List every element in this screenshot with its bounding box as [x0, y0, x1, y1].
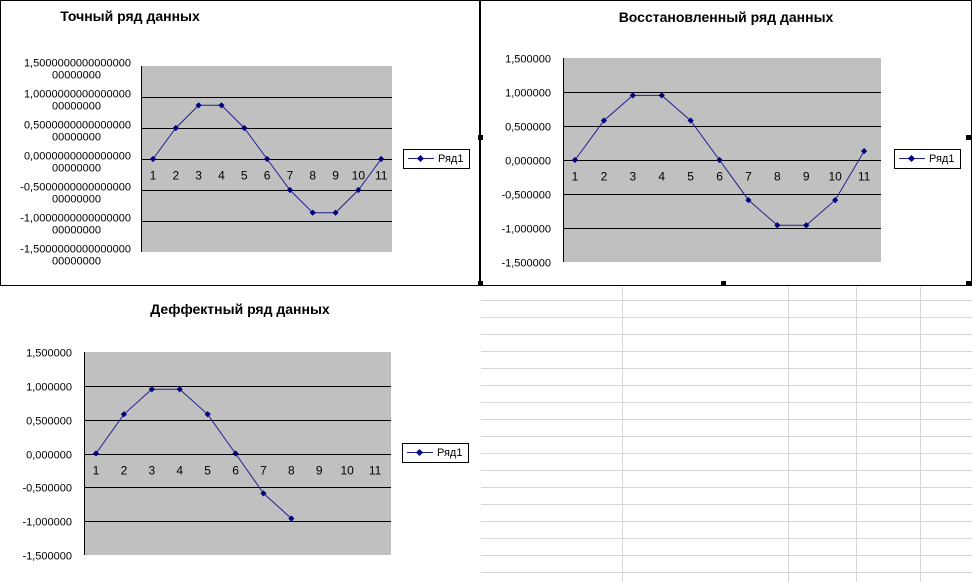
chart-defective-legend: Ряд1	[402, 443, 470, 463]
chart-exact-title: Точный ряд данных	[60, 8, 200, 24]
x-tick-label: 7	[287, 169, 294, 183]
x-tick-label: 8	[288, 464, 295, 478]
y-tick-label: -0,5000000000000000 00000000	[20, 182, 131, 206]
data-point	[288, 515, 295, 522]
chart-exact-legend: Ряд1	[403, 149, 471, 169]
y-tick-label: 1,5000000000000000 00000000	[24, 58, 131, 82]
x-tick-label: 8	[774, 170, 781, 184]
x-tick-label: 7	[745, 170, 752, 184]
x-tick-label: 9	[316, 464, 323, 478]
x-tick-label: 5	[204, 464, 211, 478]
data-point	[195, 102, 202, 109]
x-tick-label: 9	[803, 170, 810, 184]
x-tick-label: 11	[858, 170, 871, 184]
y-tick-label: 0,0000000000000000 00000000	[24, 151, 131, 175]
x-tick-label: 10	[341, 464, 355, 478]
data-point	[218, 102, 225, 109]
chart-exact-svg: 1,5000000000000000 00000000 1,000000000000…	[20, 58, 392, 268]
x-tick-label: 1	[93, 464, 100, 478]
data-point	[92, 450, 100, 457]
selection-handle[interactable]	[721, 281, 726, 286]
x-tick-label: 3	[195, 169, 202, 183]
legend-marker-icon	[899, 154, 925, 164]
selection-handle[interactable]	[478, 281, 483, 286]
x-tick-label: 6	[232, 464, 239, 478]
x-tick-label: 3	[148, 464, 155, 478]
y-tick-label: 1,500000	[505, 54, 551, 66]
y-tick-label: -1,500000	[501, 258, 551, 270]
y-tick-label: -1,0000000000000000 00000000	[20, 213, 131, 237]
y-tick-label: 0,500000	[26, 416, 72, 428]
y-tick-label: 1,500000	[26, 348, 72, 360]
data-point	[172, 124, 179, 132]
x-tick-label: 6	[264, 169, 271, 183]
chart-defective-series[interactable]: 1,500000 1,000000 0,500000 0,000000 -0,50000…	[0, 287, 480, 582]
series-line	[95, 388, 292, 519]
x-tick-label: 2	[172, 169, 179, 183]
y-tick-label: -1,000000	[22, 517, 72, 529]
selection-handle[interactable]	[966, 281, 971, 286]
x-tick-label: 11	[369, 464, 382, 478]
y-tick-label: -1,500000	[22, 551, 72, 563]
chart-restored-title: Восстановленный ряд данных	[618, 9, 834, 25]
x-tick-label: 2	[601, 170, 608, 184]
y-tick-label: -1,000000	[501, 224, 551, 236]
chart-restored-series[interactable]: 1,500000 1,000000 0,500000 0,000000 -0,50000…	[480, 0, 972, 286]
data-point	[232, 450, 239, 457]
x-tick-label: 4	[176, 464, 183, 478]
x-tick-label: 7	[260, 464, 267, 478]
y-tick-label: -1,5000000000000000 00000000	[20, 244, 131, 268]
legend-label: Ряд1	[437, 447, 463, 459]
y-tick-label: 1,000000	[505, 88, 551, 100]
y-tick-label: 1,000000	[26, 382, 72, 394]
y-tick-label: -0,500000	[501, 190, 551, 202]
y-tick-label: 0,500000	[505, 122, 551, 134]
selection-handle[interactable]	[966, 135, 971, 140]
y-tick-label: 0,000000	[505, 156, 551, 168]
chart-restored-svg: 1,500000 1,000000 0,500000 0,000000 -0,50000…	[501, 54, 881, 270]
x-tick-label: 10	[829, 170, 843, 184]
y-tick-label: 0,000000	[26, 450, 72, 462]
x-tick-label: 4	[218, 169, 225, 183]
y-tick-label: 0,5000000000000000 00000000	[24, 120, 131, 144]
x-tick-label: 8	[309, 169, 316, 183]
x-tick-label: 9	[332, 169, 339, 183]
y-tick-label: 1,0000000000000000 00000000	[24, 89, 131, 113]
x-tick-label: 1	[150, 169, 157, 183]
data-point	[260, 490, 267, 497]
y-tick-label: -0,500000	[22, 483, 72, 495]
legend-label: Ряд1	[929, 153, 955, 165]
data-point	[149, 155, 157, 163]
x-tick-label: 6	[716, 170, 723, 184]
x-tick-label: 4	[658, 170, 665, 184]
data-point	[241, 124, 248, 132]
legend-label: Ряд1	[438, 153, 464, 165]
chart-defective-svg: 1,500000 1,000000 0,500000 0,000000 -0,50000…	[22, 348, 391, 563]
legend-marker-icon	[407, 448, 433, 458]
x-tick-label: 5	[241, 169, 248, 183]
x-tick-label: 10	[352, 169, 366, 183]
chart-restored-legend: Ряд1	[894, 149, 962, 169]
x-tick-label: 3	[629, 170, 636, 184]
x-tick-label: 1	[572, 170, 579, 184]
x-tick-label: 5	[687, 170, 694, 184]
selection-handle[interactable]	[478, 135, 483, 140]
legend-marker-icon	[408, 154, 434, 164]
data-point	[600, 117, 608, 124]
data-point	[148, 386, 155, 393]
x-tick-label: 2	[121, 464, 128, 478]
chart-defective-title: Деффектный ряд данных	[150, 301, 330, 317]
x-tick-label: 11	[375, 169, 388, 183]
chart-exact-series[interactable]: 1,5000000000000000 00000000 1,000000000000…	[0, 0, 480, 286]
